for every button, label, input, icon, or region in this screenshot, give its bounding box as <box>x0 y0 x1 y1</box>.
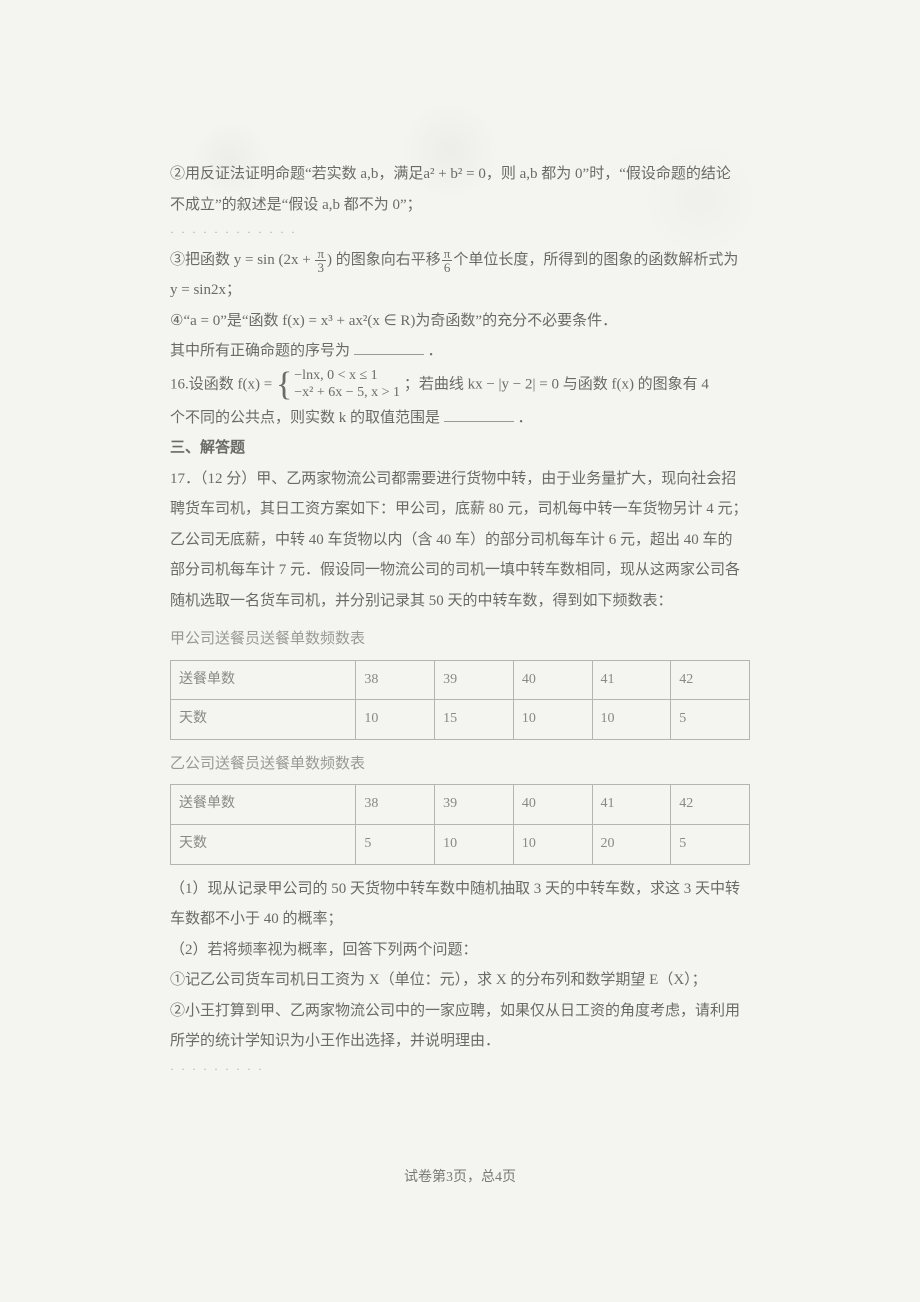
item3-frac1: π3 <box>315 247 326 274</box>
cell: 10 <box>356 700 435 740</box>
table-row: 天数 10 15 10 10 5 <box>171 700 750 740</box>
item3-frac2: π6 <box>442 247 453 274</box>
q15-item3-l1: ③把函数 y = sin (2x + π3) 的图象向右平移π6个单位长度，所得… <box>170 246 750 275</box>
cell: 天数 <box>171 700 356 740</box>
q17-l2: 聘货车司机，其日工资方案如下：甲公司，底薪 80 元，司机每中转一车货物另计 4… <box>170 495 750 524</box>
cell: 送餐单数 <box>171 785 356 825</box>
tableA-caption: 甲公司送餐员送餐单数频数表 <box>170 625 750 654</box>
cell: 10 <box>513 825 592 865</box>
cell: 10 <box>592 700 671 740</box>
answer-blank-2 <box>444 407 514 422</box>
frac-n: π <box>315 247 326 261</box>
table-row: 天数 5 10 10 20 5 <box>171 825 750 865</box>
section-3-title: 三、解答题 <box>170 434 750 463</box>
table-row: 送餐单数 38 39 40 41 42 <box>171 785 750 825</box>
item3-mid: 的图象向右平移 <box>336 252 441 268</box>
q15-tail: 其中所有正确命题的序号为 ． <box>170 337 750 366</box>
q16-mid: ；若曲线 kx − |y − 2| = 0 与函数 f(x) 的图象有 4 <box>404 376 709 392</box>
frac-d2: 6 <box>442 261 453 274</box>
cell: 41 <box>592 785 671 825</box>
case2: −x² + 6x − 5, x > 1 <box>294 385 400 402</box>
cell: 20 <box>592 825 671 865</box>
tableB-caption: 乙公司送餐员送餐单数频数表 <box>170 750 750 779</box>
item3-close: ) <box>327 252 332 268</box>
cases: −lnx, 0 < x ≤ 1 −x² + 6x − 5, x > 1 <box>294 368 400 402</box>
tableB: 送餐单数 38 39 40 41 42 天数 5 10 10 20 5 <box>170 784 750 864</box>
cell: 42 <box>671 785 750 825</box>
q15-tail-a: 其中所有正确命题的序号为 <box>170 343 350 359</box>
page-footer: 试卷第3页，总4页 <box>0 1165 920 1192</box>
cell: 送餐单数 <box>171 660 356 700</box>
q17-sub2: （2）若将频率视为概率，回答下列两个问题： <box>170 936 750 965</box>
q17-sub2a: ①记乙公司货车司机日工资为 X（单位：元），求 X 的分布列和数学期望 E（X）… <box>170 966 750 995</box>
cell: 5 <box>671 825 750 865</box>
q17-sub1b: 车数都不小于 40 的概率； <box>170 905 750 934</box>
cell: 42 <box>671 660 750 700</box>
q16-l2b: ． <box>518 410 533 426</box>
frac-d: 3 <box>315 261 326 274</box>
cell: 38 <box>356 785 435 825</box>
q17-sub2b: ②小王打算到甲、乙两家物流公司中的一家应聘，如果仅从日工资的角度考虑，请利用 <box>170 997 750 1026</box>
q17-l3: 乙公司无底薪，中转 40 车货物以内（含 40 车）的部分司机每车计 6 元，超… <box>170 526 750 555</box>
item3-tail: 个单位长度，所得到的图象的函数解析式为 <box>453 252 738 268</box>
q15-item3-l2: y = sin2x； <box>170 276 750 305</box>
q16-prefix: 16.设函数 f(x) = <box>170 376 276 392</box>
cell: 10 <box>513 700 592 740</box>
q17-sub2c: 所学的统计学知识为小王作出选择，并说明理由． <box>170 1027 750 1056</box>
q15-item4: ④“a = 0”是“函数 f(x) = x³ + ax²(x ∈ R)为奇函数”… <box>170 307 750 336</box>
cell: 10 <box>435 825 514 865</box>
cell: 5 <box>671 700 750 740</box>
left-brace: { <box>276 368 292 402</box>
q16-l2a: 个不同的公共点，则实数 k 的取值范围是 <box>170 410 440 426</box>
exam-page: ②用反证法证明命题“若实数 a,b，满足a² + b² = 0，则 a,b 都为… <box>0 0 920 1302</box>
answer-blank-1 <box>354 341 424 356</box>
table-row: 送餐单数 38 39 40 41 42 <box>171 660 750 700</box>
case1: −lnx, 0 < x ≤ 1 <box>294 368 400 385</box>
cell: 15 <box>435 700 514 740</box>
cell: 5 <box>356 825 435 865</box>
cell: 39 <box>435 785 514 825</box>
q15-item2-l1: ②用反证法证明命题“若实数 a,b，满足a² + b² = 0，则 a,b 都为… <box>170 160 750 189</box>
q16-l1: 16.设函数 f(x) = { −lnx, 0 < x ≤ 1 −x² + 6x… <box>170 368 750 402</box>
q17-l4: 部分司机每车计 7 元．假设同一物流公司的司机一填中转车数相同，现从这两家公司各 <box>170 556 750 585</box>
q16-l2: 个不同的公共点，则实数 k 的取值范围是 ． <box>170 404 750 433</box>
q17-l5: 随机选取一名货车司机，并分别记录其 50 天的中转车数，得到如下频数表： <box>170 587 750 616</box>
cell: 39 <box>435 660 514 700</box>
cell: 41 <box>592 660 671 700</box>
q17-l1: 17．（12 分）甲、乙两家物流公司都需要进行货物中转，由于业务量扩大，现向社会… <box>170 465 750 494</box>
piecewise: { −lnx, 0 < x ≤ 1 −x² + 6x − 5, x > 1 <box>276 368 400 402</box>
item3-prefix: ③把函数 y = sin <box>170 252 275 268</box>
cell: 天数 <box>171 825 356 865</box>
frac-n2: π <box>442 247 453 261</box>
q17-sub1: （1）现从记录甲公司的 50 天货物中转车数中随机抽取 3 天的中转车数，求这 … <box>170 875 750 904</box>
item3-2x: 2x + <box>283 252 314 268</box>
scan-noise-1: · · · · · · · · · · · · <box>170 221 750 244</box>
cell: 40 <box>513 660 592 700</box>
q15-item2-l2: 不成立”的叙述是“假设 a,b 都不为 0”； <box>170 191 750 220</box>
tableA: 送餐单数 38 39 40 41 42 天数 10 15 10 10 5 <box>170 660 750 740</box>
cell: 38 <box>356 660 435 700</box>
q15-tail-b: ． <box>428 343 443 359</box>
cell: 40 <box>513 785 592 825</box>
scan-noise-2: · · · · · · · · · <box>170 1058 750 1081</box>
